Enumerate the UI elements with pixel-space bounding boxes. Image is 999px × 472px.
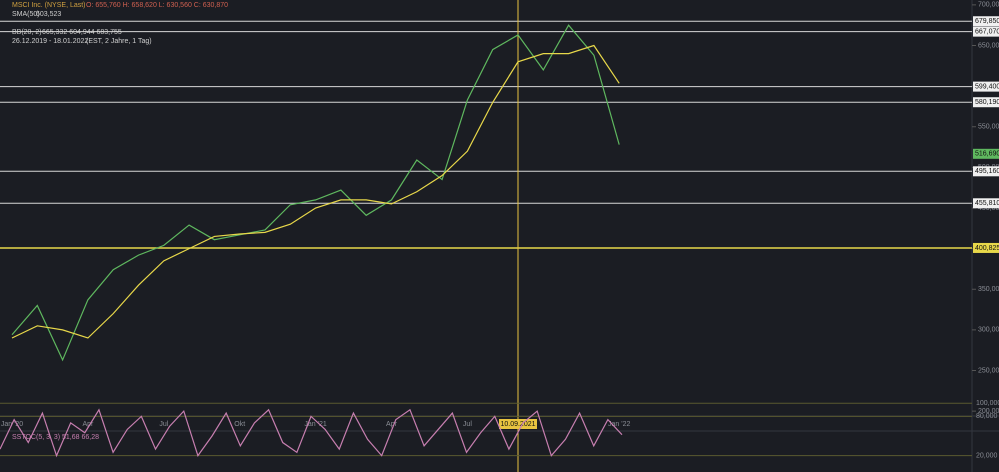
osc-tick-label: 20,000 bbox=[976, 452, 998, 459]
osc-title: SSTOC(5, 3, 3) bbox=[12, 434, 60, 441]
y-tick-label: 550,000 bbox=[978, 124, 999, 131]
y-tick-label: 700,000 bbox=[978, 2, 999, 9]
y-tick-label: 650,000 bbox=[978, 42, 999, 49]
legend-bb: BB(20, 2) bbox=[12, 29, 42, 36]
legend-bb-values: 665,332 604,944 683,755 bbox=[42, 29, 122, 36]
level-label: 667,070 bbox=[975, 28, 999, 35]
y-tick-label: 300,000 bbox=[978, 327, 999, 334]
legend-sma-value: 603,523 bbox=[36, 11, 61, 18]
level-label: 495,160 bbox=[975, 168, 999, 175]
crosshair-box bbox=[499, 419, 537, 429]
date-range: 26.12.2019 - 18.01.2022 bbox=[12, 38, 88, 45]
level-label: 455,810 bbox=[975, 200, 999, 207]
last-price-box bbox=[973, 148, 999, 159]
y-tick-label: 250,000 bbox=[978, 367, 999, 374]
level-label-box bbox=[973, 97, 999, 108]
series-line bbox=[11, 24, 620, 362]
y-tick-label: 200,000 bbox=[978, 408, 999, 415]
osc-tick-label: 80,000 bbox=[976, 413, 998, 420]
ohlc-text: O: 655,760 H: 658,620 L: 630,560 C: 630,… bbox=[86, 2, 228, 9]
y-tick-label: 350,000 bbox=[978, 286, 999, 293]
level-label-box bbox=[973, 26, 999, 37]
level-label: 580,190 bbox=[975, 99, 999, 106]
level-label-box bbox=[973, 166, 999, 177]
level-label-box bbox=[973, 16, 999, 27]
series-line bbox=[11, 44, 620, 339]
level-label: 599,400 bbox=[975, 83, 999, 90]
osc-readout: 51,68 66,28 bbox=[62, 434, 99, 441]
osc-tick-label: 100,000 bbox=[976, 400, 999, 407]
x-tick-label: Jan '21 bbox=[304, 421, 326, 428]
level-label-box bbox=[973, 81, 999, 92]
range-note: (EST, 2 Jahre, 1 Tag) bbox=[86, 38, 152, 45]
x-tick-label: Jul bbox=[463, 421, 472, 428]
y-tick-label: 450,000 bbox=[978, 205, 999, 212]
level-label: 400,825 bbox=[975, 245, 999, 252]
level-label-box bbox=[973, 198, 999, 209]
crosshair-label: 10.09.2021 bbox=[500, 421, 535, 428]
x-tick-label: Apr bbox=[386, 421, 398, 428]
x-tick-label: Apr bbox=[82, 421, 94, 428]
last-price-label: 516,690 bbox=[975, 151, 999, 158]
chart-title: MSCI Inc. (NYSE, Last) bbox=[12, 2, 86, 9]
legend-sma: SMA(50) bbox=[12, 11, 40, 18]
x-tick-label: Jul bbox=[159, 421, 168, 428]
x-tick-label: Jan '22 bbox=[608, 421, 630, 428]
osc-line bbox=[0, 408, 623, 458]
x-tick-label: Okt bbox=[234, 421, 245, 428]
level-label: 679,850 bbox=[975, 18, 999, 25]
level-label-box bbox=[973, 242, 999, 253]
